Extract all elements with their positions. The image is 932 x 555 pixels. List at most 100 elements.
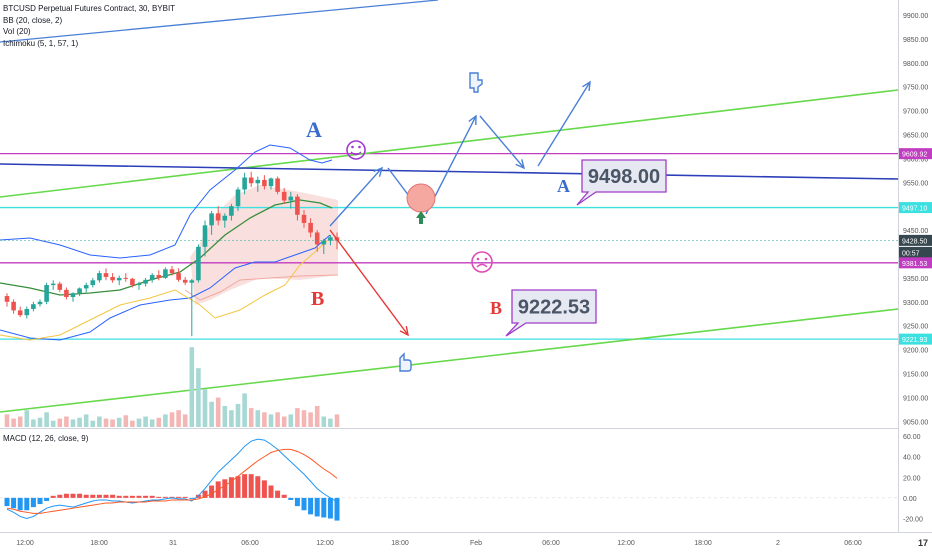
candle-body [50, 283, 56, 286]
macd-histogram-bar [321, 497, 327, 518]
candle-body [229, 206, 234, 216]
candle-body [268, 178, 274, 187]
macd-histogram-bar [235, 476, 241, 498]
volume-bar [156, 417, 162, 427]
macd-legend: MACD (12, 26, close, 9) [3, 434, 89, 443]
volume-bar [242, 393, 247, 427]
legend-title: BTCUSD Perpetual Futures Contract, 30, B… [3, 4, 176, 13]
time-tick-label: 12:00 [617, 540, 635, 547]
macd-histogram-bar [308, 497, 314, 515]
candle-body [130, 278, 135, 286]
macd-histogram-bar [189, 497, 195, 499]
volume-bar [196, 368, 201, 427]
macd-histogram-bar [162, 496, 168, 498]
bollinger-upper [0, 144, 333, 259]
volume-bar [24, 410, 30, 427]
scenario-a-arrow-4-head [515, 159, 526, 170]
callout-b-box [505, 289, 597, 337]
macd-histogram-bar [176, 496, 182, 498]
macd-histogram-bar [4, 497, 10, 507]
macd-tick-label: 20.00 [903, 475, 921, 482]
volume-bar [116, 417, 122, 427]
price-tick-label: 9600.00 [903, 156, 928, 163]
volume-bar [275, 412, 280, 427]
volume-bar [4, 414, 10, 427]
tradingview-logo: 17 [917, 538, 928, 548]
candle-body [143, 279, 148, 284]
candle-body [44, 285, 49, 302]
letter-a-main: A [306, 117, 322, 142]
volume-bar [31, 419, 36, 427]
macd-histogram-bar [96, 494, 102, 498]
time-tick-label: 12:00 [316, 540, 334, 547]
callout-a-value: 9498.00 [588, 166, 660, 188]
macd-histogram-bar [294, 497, 300, 507]
ichimoku-tenkan [0, 237, 331, 341]
candle-body [169, 269, 175, 274]
candle-body [97, 273, 102, 281]
legend-bb: BB (20, close, 2) [3, 15, 63, 25]
macd-histogram-bar [90, 494, 96, 498]
letter-b-callout: B [490, 298, 502, 318]
candle-body [4, 296, 10, 302]
price-label-box [899, 333, 932, 345]
callout-a: 9498.00 [576, 159, 667, 206]
price-tick-label: 9450.00 [903, 228, 928, 235]
candle-body [37, 301, 43, 305]
candle-body [70, 293, 76, 298]
sad-mouth [476, 263, 488, 268]
volume-bar [321, 416, 327, 427]
sad-eye-left [476, 257, 480, 261]
price-axis-label: 9497.10 [899, 202, 932, 214]
macd-histogram-bar [268, 485, 274, 498]
time-tick-label: 2 [776, 540, 780, 547]
macd-histogram-bar [228, 477, 234, 498]
volume-bar [209, 401, 214, 427]
volume-bar [130, 420, 135, 427]
macd-histogram-bar [149, 495, 155, 498]
volume-bar [90, 420, 96, 427]
sad-face-outline [471, 251, 493, 273]
macd-histogram-bar [182, 496, 188, 498]
price-tick-label: 9050.00 [903, 419, 928, 426]
macd-histogram-bar [77, 493, 83, 498]
candle-body [110, 276, 115, 281]
chart-legend: BTCUSD Perpetual Futures Contract, 30, B… [3, 3, 175, 49]
candle-body [262, 179, 267, 187]
macd-histogram-bar [248, 474, 254, 498]
sad-eye-right [484, 257, 488, 261]
candle-body [163, 269, 168, 278]
price-axis-label: 9428.50 [899, 234, 932, 246]
macd-histogram-bar [255, 476, 261, 498]
price-tick-label: 9150.00 [903, 372, 928, 379]
volume-bar [50, 420, 56, 427]
candle-body [235, 189, 241, 207]
price-tick-label: 9200.00 [903, 348, 928, 355]
time-tick-label: 18:00 [694, 540, 712, 547]
candle-body [136, 283, 142, 286]
volume-bar [57, 418, 63, 427]
macd-histogram-bar [17, 497, 23, 511]
volume-bar [229, 410, 234, 427]
macd-histogram-bar [156, 496, 162, 498]
candle-body [77, 288, 82, 294]
candle-body [242, 177, 247, 190]
volume-bar [281, 416, 287, 427]
price-axis-label: 00:57 [899, 246, 932, 258]
smile-mouth [350, 151, 362, 156]
legend-vol: Vol (20) [3, 27, 31, 36]
macd-histogram-bar [24, 497, 30, 511]
volume-bar [110, 419, 115, 427]
price-tick-label: 9300.00 [903, 300, 928, 307]
price-axis-label: 9609.92 [899, 148, 932, 160]
volume-bar [44, 412, 49, 427]
price-tick-label: 9750.00 [903, 85, 928, 92]
macd-histogram-bar [261, 480, 267, 498]
macd-histogram-bar [123, 495, 129, 498]
volume-bar [235, 403, 241, 427]
candle-body [321, 240, 327, 245]
thumbs-up-icon [399, 352, 412, 372]
price-axis-label: 9221.93 [899, 333, 932, 345]
